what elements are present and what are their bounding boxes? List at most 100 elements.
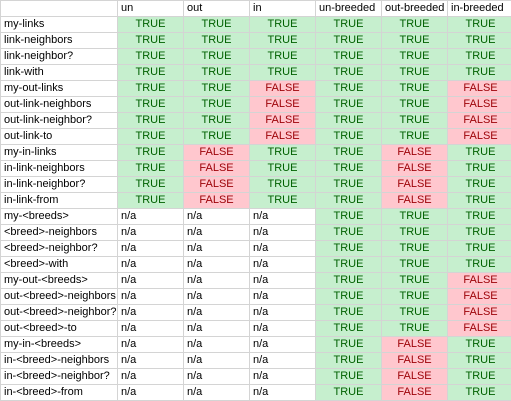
table-cell[interactable]: FALSE [183, 144, 250, 161]
table-cell[interactable]: FALSE [249, 96, 316, 113]
table-cell[interactable]: TRUE [183, 96, 250, 113]
table-cell[interactable]: TRUE [447, 192, 511, 209]
table-cell[interactable]: n/a [183, 384, 250, 401]
table-cell[interactable]: n/a [249, 384, 316, 401]
table-cell[interactable]: n/a [117, 368, 184, 385]
table-cell[interactable]: n/a [117, 352, 184, 369]
table-cell[interactable]: TRUE [447, 160, 511, 177]
column-header-in-breeded[interactable]: in-breeded [447, 0, 511, 17]
table-cell[interactable]: TRUE [315, 192, 382, 209]
table-cell[interactable]: TRUE [183, 16, 250, 33]
table-cell[interactable]: TRUE [381, 96, 448, 113]
column-header-un[interactable]: un [117, 0, 184, 17]
table-cell[interactable]: FALSE [381, 336, 448, 353]
table-cell[interactable]: TRUE [117, 16, 184, 33]
table-cell[interactable]: TRUE [315, 336, 382, 353]
table-cell[interactable]: TRUE [249, 192, 316, 209]
table-cell[interactable]: n/a [183, 256, 250, 273]
row-label[interactable]: link-neighbors [0, 32, 118, 49]
table-cell[interactable]: TRUE [315, 112, 382, 129]
table-cell[interactable]: FALSE [183, 192, 250, 209]
row-label[interactable]: link-with [0, 64, 118, 81]
table-cell[interactable]: TRUE [315, 368, 382, 385]
table-cell[interactable]: TRUE [315, 224, 382, 241]
table-cell[interactable]: n/a [183, 272, 250, 289]
table-cell[interactable]: FALSE [381, 160, 448, 177]
table-cell[interactable]: TRUE [315, 144, 382, 161]
table-cell[interactable]: FALSE [183, 160, 250, 177]
table-cell[interactable]: FALSE [249, 112, 316, 129]
row-label[interactable]: my-links [0, 16, 118, 33]
table-cell[interactable]: n/a [117, 256, 184, 273]
table-cell[interactable]: TRUE [315, 160, 382, 177]
table-cell[interactable]: TRUE [381, 304, 448, 321]
table-cell[interactable]: TRUE [315, 320, 382, 337]
table-cell[interactable]: TRUE [249, 48, 316, 65]
table-cell[interactable]: TRUE [381, 128, 448, 145]
row-label[interactable]: link-neighbor? [0, 48, 118, 65]
table-cell[interactable]: FALSE [249, 80, 316, 97]
table-cell[interactable]: TRUE [315, 256, 382, 273]
table-cell[interactable]: TRUE [249, 160, 316, 177]
table-cell[interactable]: n/a [183, 352, 250, 369]
table-cell[interactable]: FALSE [183, 176, 250, 193]
table-cell[interactable]: n/a [183, 208, 250, 225]
row-label[interactable]: out-<breed>-neighbor? [0, 304, 118, 321]
table-cell[interactable]: TRUE [117, 80, 184, 97]
table-cell[interactable]: n/a [117, 384, 184, 401]
table-cell[interactable]: TRUE [381, 64, 448, 81]
table-cell[interactable]: TRUE [315, 48, 382, 65]
table-cell[interactable]: n/a [249, 288, 316, 305]
table-cell[interactable]: n/a [249, 224, 316, 241]
table-cell[interactable]: TRUE [315, 64, 382, 81]
table-cell[interactable]: TRUE [381, 208, 448, 225]
table-cell[interactable]: TRUE [381, 288, 448, 305]
table-cell[interactable]: TRUE [315, 272, 382, 289]
table-cell[interactable]: TRUE [315, 176, 382, 193]
table-cell[interactable]: TRUE [183, 48, 250, 65]
table-cell[interactable]: TRUE [447, 48, 511, 65]
table-cell[interactable]: TRUE [315, 16, 382, 33]
table-cell[interactable]: n/a [183, 336, 250, 353]
table-cell[interactable]: n/a [249, 240, 316, 257]
table-cell[interactable]: n/a [117, 288, 184, 305]
table-cell[interactable]: n/a [249, 368, 316, 385]
table-cell[interactable]: FALSE [381, 352, 448, 369]
table-cell[interactable]: TRUE [117, 128, 184, 145]
table-cell[interactable]: TRUE [183, 32, 250, 49]
table-cell[interactable]: FALSE [447, 96, 511, 113]
corner-cell[interactable] [0, 0, 118, 17]
table-cell[interactable]: TRUE [315, 208, 382, 225]
row-label[interactable]: my-out-<breeds> [0, 272, 118, 289]
table-cell[interactable]: n/a [249, 304, 316, 321]
table-cell[interactable]: n/a [183, 320, 250, 337]
table-cell[interactable]: TRUE [381, 48, 448, 65]
table-cell[interactable]: TRUE [249, 64, 316, 81]
table-cell[interactable]: FALSE [381, 144, 448, 161]
row-label[interactable]: <breed>-neighbors [0, 224, 118, 241]
table-cell[interactable]: TRUE [447, 240, 511, 257]
table-cell[interactable]: TRUE [381, 320, 448, 337]
table-cell[interactable]: FALSE [381, 176, 448, 193]
table-cell[interactable]: n/a [183, 224, 250, 241]
table-cell[interactable]: FALSE [381, 192, 448, 209]
table-cell[interactable]: n/a [117, 304, 184, 321]
table-cell[interactable]: TRUE [381, 256, 448, 273]
table-cell[interactable]: TRUE [249, 144, 316, 161]
column-header-out[interactable]: out [183, 0, 250, 17]
table-cell[interactable]: TRUE [447, 336, 511, 353]
row-label[interactable]: in-<breed>-neighbors [0, 352, 118, 369]
row-label[interactable]: in-link-neighbor? [0, 176, 118, 193]
row-label[interactable]: <breed>-with [0, 256, 118, 273]
table-cell[interactable]: TRUE [183, 128, 250, 145]
table-cell[interactable]: TRUE [447, 368, 511, 385]
table-cell[interactable]: TRUE [183, 64, 250, 81]
column-header-un-breeded[interactable]: un-breeded [315, 0, 382, 17]
table-cell[interactable]: n/a [117, 240, 184, 257]
table-cell[interactable]: n/a [249, 208, 316, 225]
row-label[interactable]: in-link-neighbors [0, 160, 118, 177]
table-cell[interactable]: TRUE [447, 384, 511, 401]
row-label[interactable]: out-<breed>-neighbors [0, 288, 118, 305]
table-cell[interactable]: TRUE [315, 96, 382, 113]
table-cell[interactable]: n/a [183, 368, 250, 385]
